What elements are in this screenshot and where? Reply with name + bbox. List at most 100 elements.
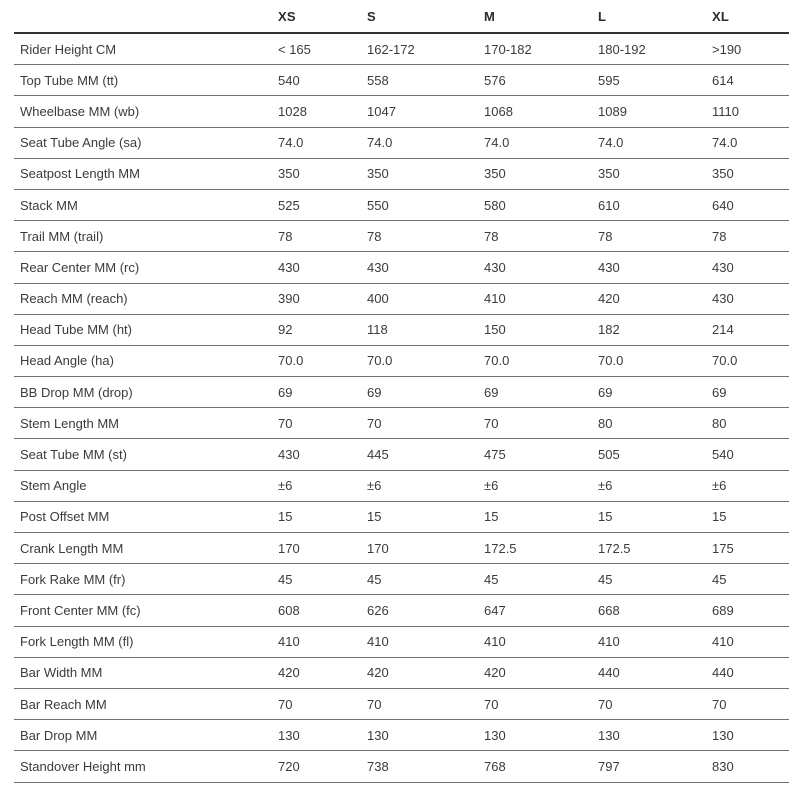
row-label: Rider Height CM [14, 33, 278, 66]
table-row: Front Center MM (fc) 608 626 647 668 689 [14, 594, 789, 627]
cell-value: 350 [712, 158, 789, 190]
cell-value: 410 [598, 626, 712, 658]
cell-value: 400 [367, 283, 484, 315]
row-label: BB Drop MM (drop) [14, 376, 278, 409]
cell-value: 74.0 [712, 127, 789, 159]
cell-value: 768 [484, 750, 598, 783]
row-label: Rear Center MM (rc) [14, 251, 278, 284]
cell-value: 172.5 [484, 532, 598, 565]
row-label: Fork Length MM (fl) [14, 626, 278, 658]
cell-value: 540 [712, 438, 789, 471]
cell-value: 118 [367, 314, 484, 346]
cell-value: 410 [484, 626, 598, 658]
column-header-l: L [598, 0, 712, 34]
cell-value: 162-172 [367, 33, 484, 66]
table-row: BB Drop MM (drop) 69 69 69 69 69 [14, 376, 789, 409]
cell-value: 350 [278, 158, 367, 190]
table-row: Bar Reach MM 70 70 70 70 70 [14, 688, 789, 721]
cell-value: 45 [712, 563, 789, 596]
cell-value: 74.0 [367, 127, 484, 159]
cell-value: 1028 [278, 95, 367, 128]
cell-value: 45 [598, 563, 712, 596]
cell-value: 130 [484, 719, 598, 752]
row-label: Wheelbase MM (wb) [14, 95, 278, 128]
cell-value: 182 [598, 314, 712, 346]
cell-value: 720 [278, 750, 367, 783]
cell-value: 430 [712, 251, 789, 284]
cell-value: 505 [598, 438, 712, 471]
header-row: XS S M L XL [14, 0, 789, 34]
table-row: Crank Length MM 170 170 172.5 172.5 175 [14, 532, 789, 565]
cell-value: 558 [367, 64, 484, 97]
cell-value: 550 [367, 189, 484, 222]
cell-value: ±6 [484, 470, 598, 502]
cell-value: 78 [484, 220, 598, 253]
row-label: Seat Tube MM (st) [14, 438, 278, 471]
cell-value: 15 [367, 501, 484, 534]
cell-value: < 165 [278, 33, 367, 66]
table-row: Reach MM (reach) 390 400 410 420 430 [14, 283, 789, 315]
row-label: Reach MM (reach) [14, 283, 278, 315]
cell-value: 350 [367, 158, 484, 190]
cell-value: 70 [367, 407, 484, 440]
cell-value: 45 [484, 563, 598, 596]
cell-value: 430 [367, 251, 484, 284]
cell-value: 80 [712, 407, 789, 440]
cell-value: 540 [278, 64, 367, 97]
cell-value: 150 [484, 314, 598, 346]
cell-value: 15 [598, 501, 712, 534]
cell-value: 738 [367, 750, 484, 783]
cell-value: ±6 [278, 470, 367, 502]
cell-value: 668 [598, 594, 712, 627]
cell-value: 74.0 [484, 127, 598, 159]
cell-value: 74.0 [278, 127, 367, 159]
table-row: Stem Angle ±6 ±6 ±6 ±6 ±6 [14, 470, 789, 502]
cell-value: 214 [712, 314, 789, 346]
corner-cell [14, 0, 278, 34]
cell-value: 626 [367, 594, 484, 627]
cell-value: 78 [278, 220, 367, 253]
cell-value: 410 [712, 626, 789, 658]
table-row: Seatpost Length MM 350 350 350 350 350 [14, 158, 789, 190]
row-label: Bar Drop MM [14, 719, 278, 752]
row-label: Seatpost Length MM [14, 158, 278, 190]
cell-value: 70.0 [712, 345, 789, 378]
cell-value: 69 [367, 376, 484, 409]
table-row: Rider Height CM < 165 162-172 170-182 180-19… [14, 33, 789, 66]
row-label: Trail MM (trail) [14, 220, 278, 253]
cell-value: 797 [598, 750, 712, 783]
cell-value: 74.0 [598, 127, 712, 159]
cell-value: ±6 [367, 470, 484, 502]
cell-value: 69 [712, 376, 789, 409]
cell-value: 608 [278, 594, 367, 627]
cell-value: 70.0 [598, 345, 712, 378]
cell-value: 70.0 [484, 345, 598, 378]
cell-value: 45 [278, 563, 367, 596]
row-label: Crank Length MM [14, 532, 278, 565]
row-label: Stack MM [14, 189, 278, 222]
cell-value: 350 [598, 158, 712, 190]
cell-value: 580 [484, 189, 598, 222]
cell-value: 1089 [598, 95, 712, 128]
row-label: Fork Rake MM (fr) [14, 563, 278, 596]
row-label: Head Angle (ha) [14, 345, 278, 378]
cell-value: 576 [484, 64, 598, 97]
cell-value: 130 [598, 719, 712, 752]
cell-value: 70 [712, 688, 789, 721]
table-row: Head Angle (ha) 70.0 70.0 70.0 70.0 70.0 [14, 345, 789, 378]
table-row: Post Offset MM 15 15 15 15 15 [14, 501, 789, 534]
cell-value: 80 [598, 407, 712, 440]
table-row: Fork Rake MM (fr) 45 45 45 45 45 [14, 563, 789, 596]
table-row: Fork Length MM (fl) 410 410 410 410 410 [14, 626, 789, 658]
table-row: Trail MM (trail) 78 78 78 78 78 [14, 220, 789, 253]
cell-value: 78 [367, 220, 484, 253]
cell-value: 525 [278, 189, 367, 222]
cell-value: 1047 [367, 95, 484, 128]
cell-value: 130 [367, 719, 484, 752]
column-header-s: S [367, 0, 484, 34]
table-row: Bar Width MM 420 420 420 440 440 [14, 657, 789, 689]
row-label: Front Center MM (fc) [14, 594, 278, 627]
cell-value: 92 [278, 314, 367, 346]
cell-value: 640 [712, 189, 789, 222]
cell-value: 170 [278, 532, 367, 565]
